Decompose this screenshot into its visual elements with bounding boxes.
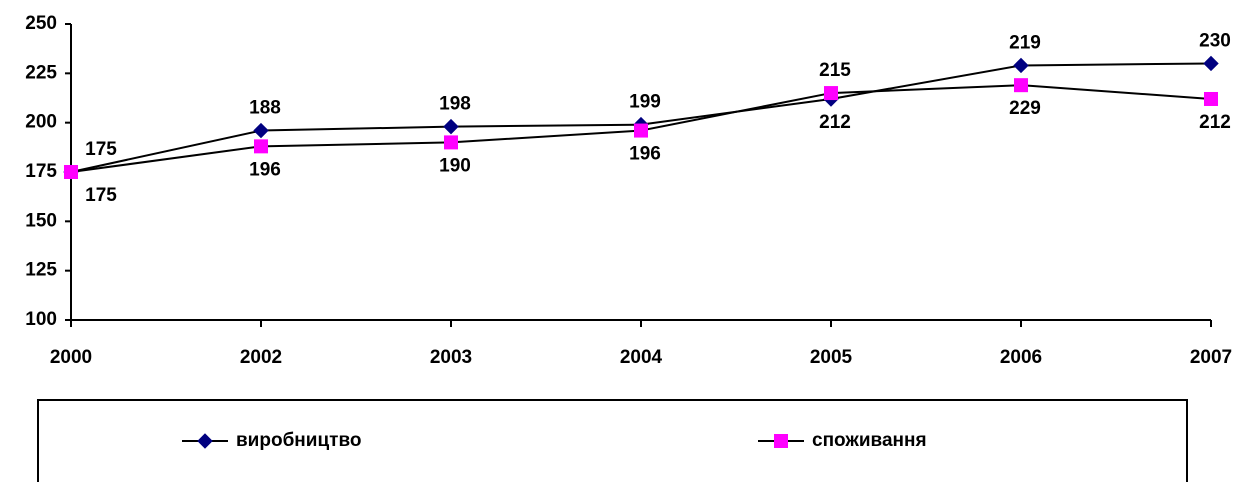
x-tick-label: 2007 bbox=[1190, 347, 1232, 368]
legend-label: споживання bbox=[812, 430, 927, 451]
legend-marker bbox=[197, 433, 213, 449]
data-label: 175 bbox=[85, 139, 117, 160]
x-tick-label: 2003 bbox=[430, 347, 472, 368]
y-tick-label: 225 bbox=[25, 62, 57, 83]
data-label: 230 bbox=[1199, 30, 1231, 51]
data-label: 175 bbox=[85, 185, 117, 206]
data-point bbox=[443, 118, 459, 135]
data-point bbox=[634, 123, 648, 138]
data-label: 212 bbox=[819, 112, 851, 133]
legend-label: виробництво bbox=[236, 430, 362, 451]
y-tick-label: 125 bbox=[25, 260, 57, 281]
data-point bbox=[444, 135, 458, 150]
legend-box bbox=[37, 399, 1188, 482]
data-label: 219 bbox=[1009, 32, 1041, 53]
x-tick-label: 2002 bbox=[240, 347, 282, 368]
data-point bbox=[254, 139, 268, 154]
y-tick-label: 100 bbox=[25, 309, 57, 330]
data-point bbox=[1013, 57, 1029, 74]
data-point bbox=[824, 86, 838, 101]
x-tick-label: 2006 bbox=[1000, 347, 1042, 368]
y-tick-label: 175 bbox=[25, 161, 57, 182]
x-tick-label: 2005 bbox=[810, 347, 853, 368]
data-point bbox=[1014, 78, 1028, 93]
data-point bbox=[1204, 91, 1218, 106]
y-tick-label: 200 bbox=[25, 112, 57, 133]
data-label: 188 bbox=[249, 98, 281, 119]
y-tick-label: 150 bbox=[25, 210, 57, 231]
data-label: 196 bbox=[249, 159, 281, 180]
data-label: 199 bbox=[629, 92, 661, 113]
data-label: 212 bbox=[1199, 112, 1231, 133]
data-label: 215 bbox=[819, 60, 851, 81]
data-point bbox=[253, 122, 269, 139]
y-tick-label: 250 bbox=[25, 13, 57, 34]
data-point bbox=[1203, 55, 1219, 72]
data-point bbox=[64, 165, 78, 179]
data-label: 198 bbox=[439, 94, 471, 115]
legend-marker bbox=[774, 434, 788, 448]
data-label: 190 bbox=[439, 155, 471, 176]
data-label: 196 bbox=[629, 144, 661, 165]
data-label: 229 bbox=[1009, 98, 1041, 119]
x-tick-label: 2000 bbox=[50, 347, 92, 368]
x-tick-label: 2004 bbox=[620, 347, 663, 368]
